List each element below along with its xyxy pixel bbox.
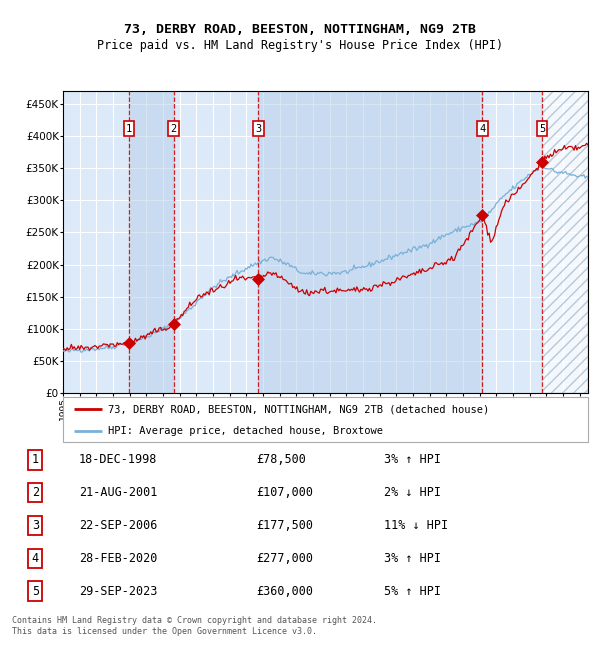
Text: £78,500: £78,500 — [256, 453, 307, 466]
Text: 11% ↓ HPI: 11% ↓ HPI — [385, 519, 449, 532]
Text: 1: 1 — [126, 124, 132, 134]
Text: 4: 4 — [479, 124, 485, 134]
Text: 73, DERBY ROAD, BEESTON, NOTTINGHAM, NG9 2TB: 73, DERBY ROAD, BEESTON, NOTTINGHAM, NG9… — [124, 23, 476, 36]
Text: Contains HM Land Registry data © Crown copyright and database right 2024.
This d: Contains HM Land Registry data © Crown c… — [12, 616, 377, 636]
Text: 1: 1 — [32, 453, 39, 466]
Text: 21-AUG-2001: 21-AUG-2001 — [79, 486, 157, 499]
Text: £360,000: £360,000 — [256, 585, 313, 598]
Text: 3: 3 — [32, 519, 39, 532]
Text: Price paid vs. HM Land Registry's House Price Index (HPI): Price paid vs. HM Land Registry's House … — [97, 39, 503, 52]
Text: £277,000: £277,000 — [256, 552, 313, 565]
Text: 2: 2 — [32, 486, 39, 499]
Text: 5: 5 — [32, 585, 39, 598]
Text: 22-SEP-2006: 22-SEP-2006 — [79, 519, 157, 532]
Bar — [129, 91, 173, 393]
Text: HPI: Average price, detached house, Broxtowe: HPI: Average price, detached house, Brox… — [107, 426, 383, 436]
Text: 18-DEC-1998: 18-DEC-1998 — [79, 453, 157, 466]
Text: 2: 2 — [170, 124, 176, 134]
Text: £177,500: £177,500 — [256, 519, 313, 532]
Text: 4: 4 — [32, 552, 39, 565]
Text: 5: 5 — [539, 124, 545, 134]
Text: 73, DERBY ROAD, BEESTON, NOTTINGHAM, NG9 2TB (detached house): 73, DERBY ROAD, BEESTON, NOTTINGHAM, NG9… — [107, 404, 489, 414]
Text: £107,000: £107,000 — [256, 486, 313, 499]
Text: 5% ↑ HPI: 5% ↑ HPI — [385, 585, 442, 598]
Text: 3% ↑ HPI: 3% ↑ HPI — [385, 552, 442, 565]
Text: 3: 3 — [255, 124, 262, 134]
Bar — [542, 91, 588, 393]
Text: 28-FEB-2020: 28-FEB-2020 — [79, 552, 157, 565]
Bar — [259, 91, 482, 393]
FancyBboxPatch shape — [63, 396, 588, 442]
Text: 3% ↑ HPI: 3% ↑ HPI — [385, 453, 442, 466]
Text: 2% ↓ HPI: 2% ↓ HPI — [385, 486, 442, 499]
Text: 29-SEP-2023: 29-SEP-2023 — [79, 585, 157, 598]
